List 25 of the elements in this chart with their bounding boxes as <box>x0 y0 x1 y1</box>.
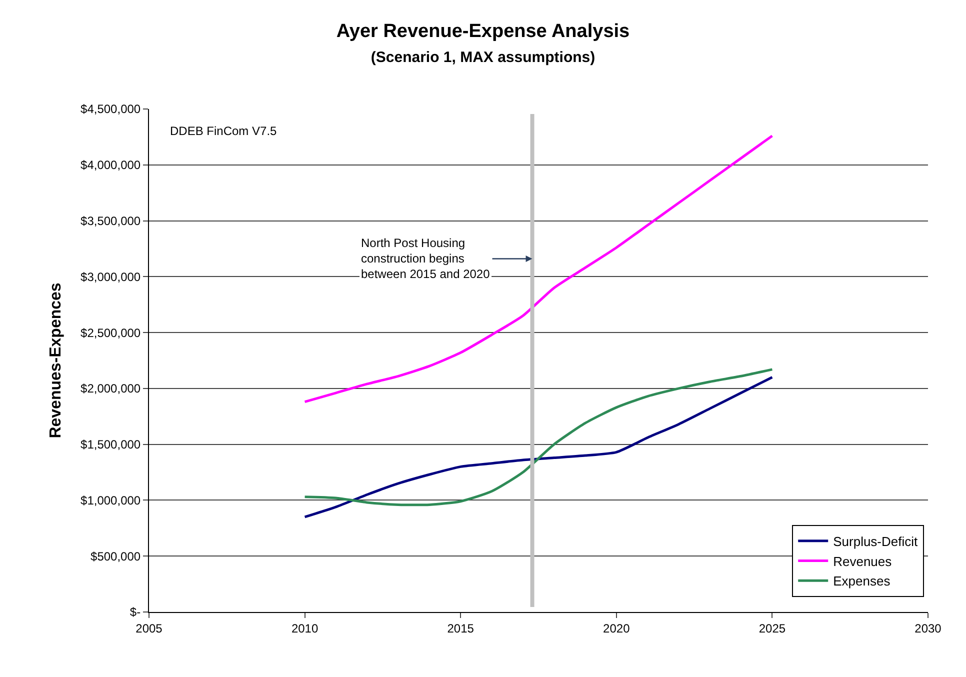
y-tick-label: $4,500,000 <box>80 102 141 116</box>
chart-subtitle: (Scenario 1, MAX assumptions) <box>370 48 596 66</box>
y-tick-label: $4,000,000 <box>80 158 141 172</box>
legend-label: Expenses <box>833 574 891 589</box>
x-tick-label: 2025 <box>758 621 786 636</box>
y-tick-label: $- <box>130 605 141 620</box>
legend-label: Surplus-Deficit <box>833 534 918 549</box>
x-tick-label: 2020 <box>603 621 630 636</box>
x-tick-label: 2015 <box>447 621 474 636</box>
x-tick-label: 2005 <box>136 621 163 636</box>
x-tick-label: 2030 <box>914 621 942 636</box>
y-tick-label: $1,000,000 <box>80 493 141 508</box>
chart-title: Ayer Revenue-Expense Analysis <box>336 21 630 42</box>
y-tick-label: $3,500,000 <box>80 214 141 228</box>
line-series <box>304 134 774 404</box>
y-tick-label: $2,000,000 <box>80 382 141 396</box>
annotation: North Post Housing construction begins between 2015 and 2020 <box>361 236 490 282</box>
legend-label: Revenues <box>833 554 892 569</box>
x-tick-label: 2010 <box>291 621 318 636</box>
annotation: DDEB FinCom V7.5 <box>170 124 278 138</box>
y-tick-label: $3,000,000 <box>80 270 141 284</box>
y-axis-title: Revenues-Expences <box>47 282 64 438</box>
y-tick-label: $2,500,000 <box>80 326 141 340</box>
y-tick-label: $500,000 <box>90 549 141 564</box>
y-tick-label: $1,500,000 <box>80 438 141 452</box>
